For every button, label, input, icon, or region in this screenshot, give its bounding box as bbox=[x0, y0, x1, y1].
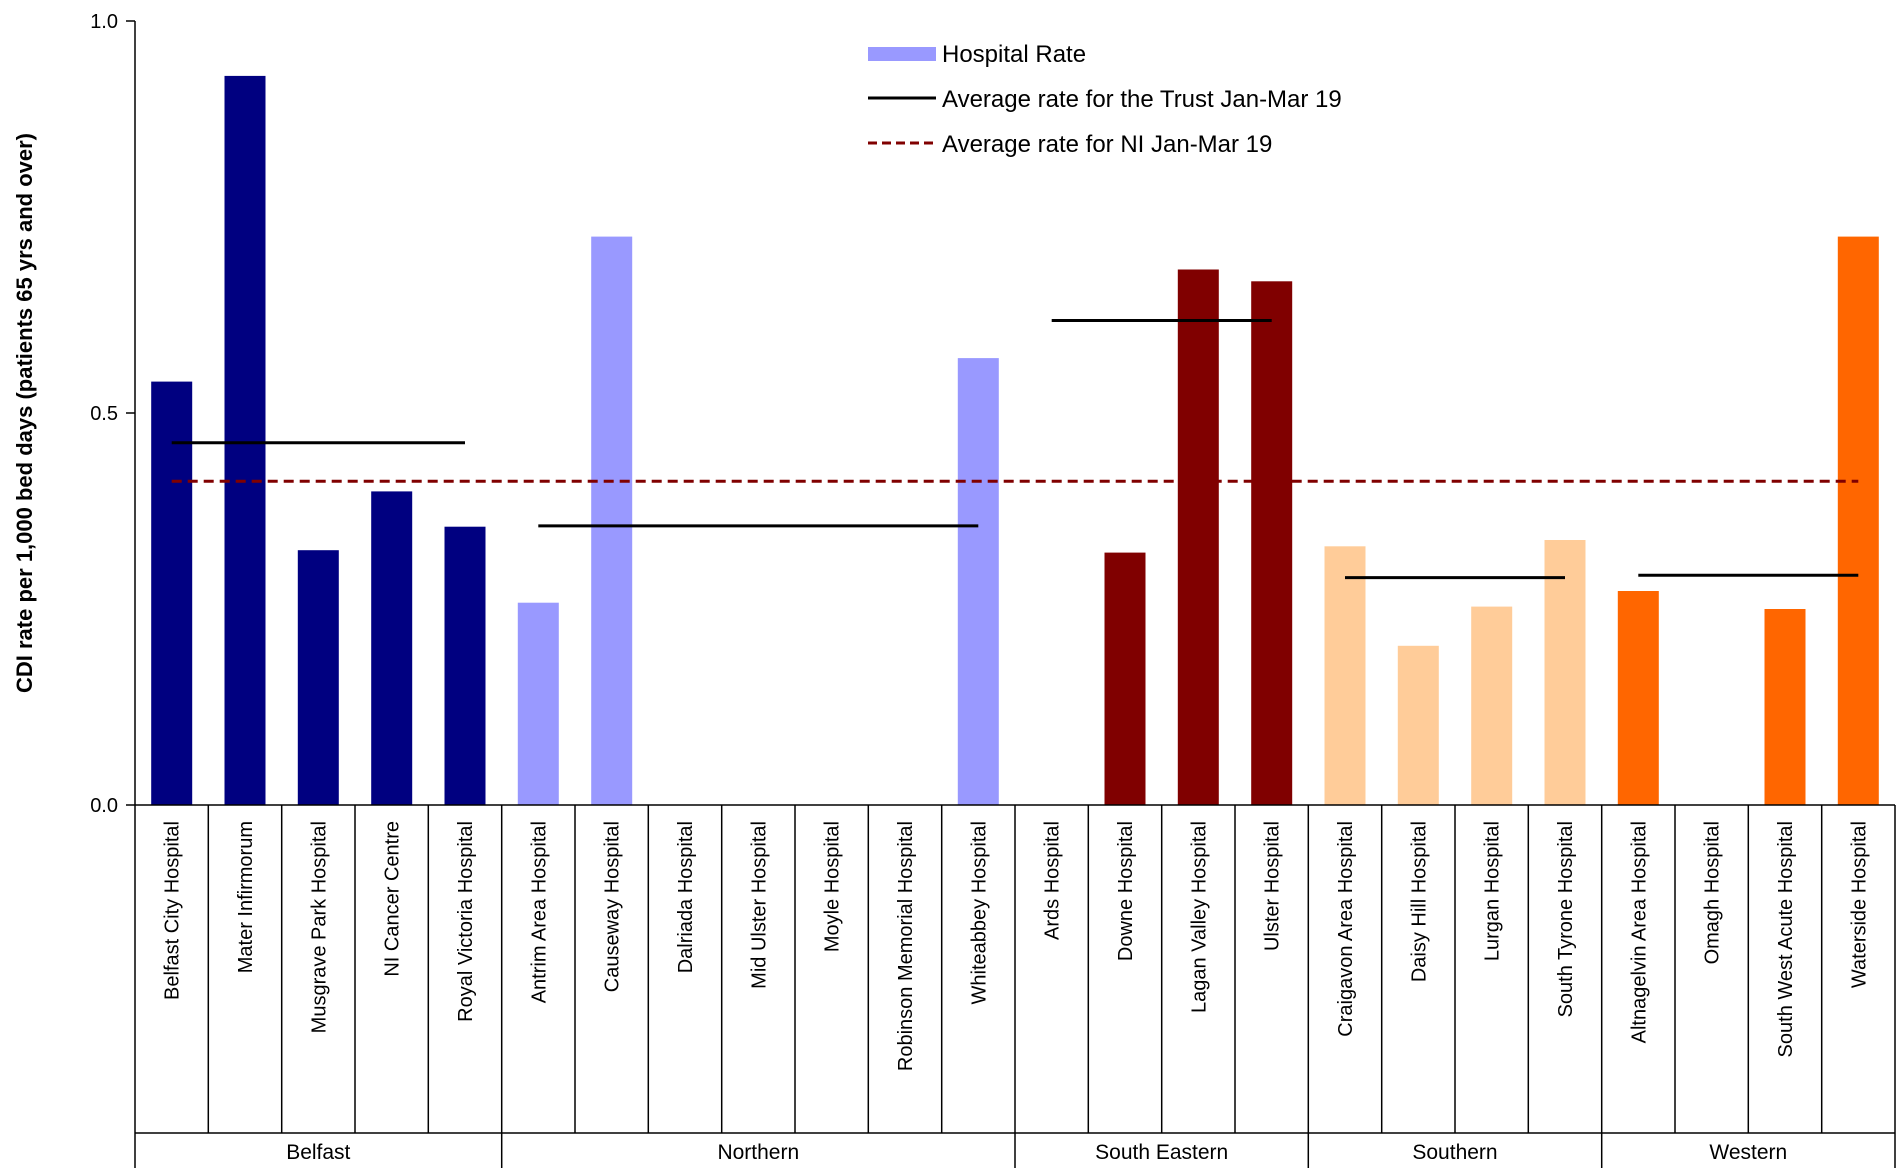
legend-label-hospital-rate: Hospital Rate bbox=[942, 41, 1086, 68]
bar-south-tyrone-hospital bbox=[1544, 540, 1586, 805]
bar-south-west-acute-hospital bbox=[1764, 609, 1806, 805]
bar-altnagelvin-area-hospital bbox=[1617, 591, 1659, 805]
category-label-belfast-city-hospital: Belfast City Hospital bbox=[162, 821, 184, 1000]
bar-causeway-hospital bbox=[591, 236, 633, 806]
y-tick-label: 0.0 bbox=[90, 795, 118, 817]
y-tick-label: 1.0 bbox=[90, 11, 118, 33]
category-label-whiteabbey-hospital: Whiteabbey Hospital bbox=[968, 821, 990, 1004]
axes-layer bbox=[126, 20, 1896, 1168]
group-label-belfast: Belfast bbox=[286, 1141, 350, 1164]
legend-label-trust-average: Average rate for the Trust Jan-Mar 19 bbox=[942, 86, 1342, 113]
group-label-northern: Northern bbox=[717, 1141, 799, 1164]
category-label-south-west-acute-hospital: South West Acute Hospital bbox=[1775, 821, 1797, 1057]
legend-label-ni-average: Average rate for NI Jan-Mar 19 bbox=[942, 131, 1272, 158]
bar-whiteabbey-hospital bbox=[957, 358, 999, 805]
bar-antrim-area-hospital bbox=[517, 602, 559, 805]
group-label-western: Western bbox=[1709, 1141, 1787, 1164]
category-label-south-tyrone-hospital: South Tyrone Hospital bbox=[1555, 821, 1577, 1017]
bar-musgrave-park-hospital bbox=[297, 550, 339, 805]
category-label-robinson-memorial-hospital: Robinson Memorial Hospital bbox=[895, 821, 917, 1071]
category-label-craigavon-area-hospital: Craigavon Area Hospital bbox=[1335, 821, 1357, 1037]
category-label-antrim-area-hospital: Antrim Area Hospital bbox=[528, 821, 550, 1003]
bars-layer bbox=[151, 75, 1879, 806]
category-label-mater-infirmorum: Mater Infirmorum bbox=[235, 821, 257, 973]
category-label-waterside-hospital: Waterside Hospital bbox=[1848, 821, 1870, 988]
y-axis-title: CDI rate per 1,000 bed days (patients 65… bbox=[12, 133, 37, 693]
bar-mater-infirmorum bbox=[224, 75, 266, 805]
average-lines-layer bbox=[171, 319, 1859, 580]
bar-daisy-hill-hospital bbox=[1397, 645, 1439, 805]
bar-belfast-city-hospital bbox=[151, 381, 193, 805]
category-label-downe-hospital: Downe Hospital bbox=[1115, 821, 1137, 961]
category-label-royal-victoria-hospital: Royal Victoria Hospital bbox=[455, 821, 477, 1022]
category-label-lurgan-hospital: Lurgan Hospital bbox=[1482, 821, 1504, 961]
bar-lagan-valley-hospital bbox=[1177, 269, 1219, 805]
category-label-mid-ulster-hospital: Mid Ulster Hospital bbox=[748, 821, 770, 989]
category-label-altnagelvin-area-hospital: Altnagelvin Area Hospital bbox=[1628, 821, 1650, 1043]
labels-layer: Belfast City Hospital Mater Infirmorum Mus… bbox=[12, 11, 1870, 1164]
bar-waterside-hospital bbox=[1837, 236, 1879, 806]
legend-swatch-hospital-rate bbox=[868, 47, 936, 61]
group-label-southern: Southern bbox=[1412, 1141, 1497, 1164]
group-label-south-eastern: South Eastern bbox=[1095, 1141, 1228, 1164]
y-tick-label: 0.5 bbox=[90, 403, 118, 425]
bar-craigavon-area-hospital bbox=[1324, 546, 1366, 805]
category-label-ni-cancer-centre: NI Cancer Centre bbox=[382, 821, 404, 977]
category-label-lagan-valley-hospital: Lagan Valley Hospital bbox=[1188, 821, 1210, 1013]
bar-ni-cancer-centre bbox=[371, 491, 413, 805]
bar-royal-victoria-hospital bbox=[444, 526, 486, 805]
category-label-musgrave-park-hospital: Musgrave Park Hospital bbox=[308, 821, 330, 1033]
category-label-omagh-hospital: Omagh Hospital bbox=[1702, 821, 1724, 964]
legend: Hospital Rate Average rate for the Trust … bbox=[868, 41, 1342, 158]
bar-downe-hospital bbox=[1104, 552, 1146, 805]
bar-ulster-hospital bbox=[1251, 281, 1293, 805]
category-label-daisy-hill-hospital: Daisy Hill Hospital bbox=[1408, 821, 1430, 982]
bar-lurgan-hospital bbox=[1471, 606, 1513, 805]
category-label-moyle-hospital: Moyle Hospital bbox=[822, 821, 844, 952]
category-label-causeway-hospital: Causeway Hospital bbox=[602, 821, 624, 992]
category-label-dalriada-hospital: Dalriada Hospital bbox=[675, 821, 697, 973]
category-label-ards-hospital: Ards Hospital bbox=[1042, 821, 1064, 940]
category-label-ulster-hospital: Ulster Hospital bbox=[1262, 821, 1284, 951]
